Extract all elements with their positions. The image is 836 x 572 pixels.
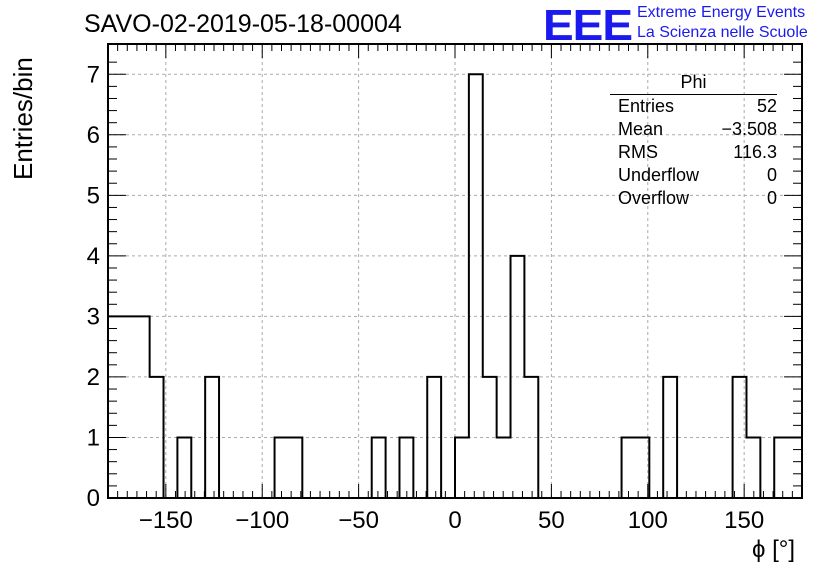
stats-value: −3.508 — [721, 119, 777, 139]
stats-label: Entries — [618, 96, 675, 116]
x-tick-label: −150 — [139, 507, 193, 534]
histogram-bin — [746, 437, 760, 498]
stats-label: Underflow — [618, 165, 700, 185]
histogram-bin — [275, 437, 289, 498]
histogram-bin — [288, 437, 302, 498]
stats-row-underflow: Underflow 0 — [610, 164, 777, 187]
stats-label: RMS — [618, 142, 658, 162]
y-tick-label: 2 — [87, 364, 100, 391]
y-tick-label: 5 — [87, 182, 100, 209]
histogram-bin — [177, 437, 191, 498]
histogram-bin — [788, 437, 802, 498]
histogram-bin — [108, 316, 122, 498]
histogram-bin — [622, 437, 636, 498]
x-tick-label: −50 — [338, 507, 379, 534]
histogram-bin — [122, 316, 136, 498]
histogram-bin — [774, 437, 788, 498]
y-tick-label: 7 — [87, 61, 100, 88]
y-axis-label-wrap: Entries/bin — [8, 30, 38, 180]
x-tick-label: 100 — [628, 507, 668, 534]
stats-label: Overflow — [618, 188, 690, 208]
stats-row-mean: Mean −3.508 — [610, 118, 777, 141]
histogram-bin — [497, 437, 511, 498]
eee-logo: EEE — [543, 0, 633, 50]
x-axis-label: ϕ [°] — [752, 536, 796, 563]
chart-title: SAVO-02-2019-05-18-00004 — [84, 10, 402, 38]
org-name-line2: La Scienza nelle Scuole — [637, 24, 808, 41]
y-tick-label: 1 — [87, 424, 100, 451]
stats-row-rms: RMS 116.3 — [610, 141, 777, 164]
y-tick-label: 6 — [87, 122, 100, 149]
stats-value: 52 — [756, 96, 777, 116]
y-tick-label: 0 — [87, 485, 100, 512]
stats-row-overflow: Overflow 0 — [610, 187, 777, 210]
histogram-bin — [136, 316, 150, 498]
histogram-bin — [455, 437, 469, 498]
x-tick-label: −100 — [235, 507, 289, 534]
stats-value: 0 — [766, 165, 777, 185]
y-tick-label: 3 — [87, 303, 100, 330]
x-tick-label: 0 — [448, 507, 461, 534]
stats-row-entries: Entries 52 — [610, 95, 777, 118]
y-tick-label: 4 — [87, 243, 100, 270]
y-axis-label: Entries/bin — [8, 57, 38, 180]
histogram-bin — [372, 437, 386, 498]
stats-value: 116.3 — [733, 142, 777, 162]
histogram-bin — [469, 74, 483, 498]
histogram-bin — [635, 437, 649, 498]
x-tick-label: 150 — [724, 507, 764, 534]
stats-title: Phi — [610, 72, 777, 95]
stats-label: Mean — [618, 119, 664, 139]
stats-box: Phi Entries 52 Mean −3.508 RMS 116.3 Und… — [610, 72, 777, 210]
x-tick-label: 50 — [538, 507, 565, 534]
histogram-bin — [399, 437, 413, 498]
stats-value: 0 — [766, 188, 777, 208]
org-name-line1: Extreme Energy Events — [637, 4, 806, 21]
